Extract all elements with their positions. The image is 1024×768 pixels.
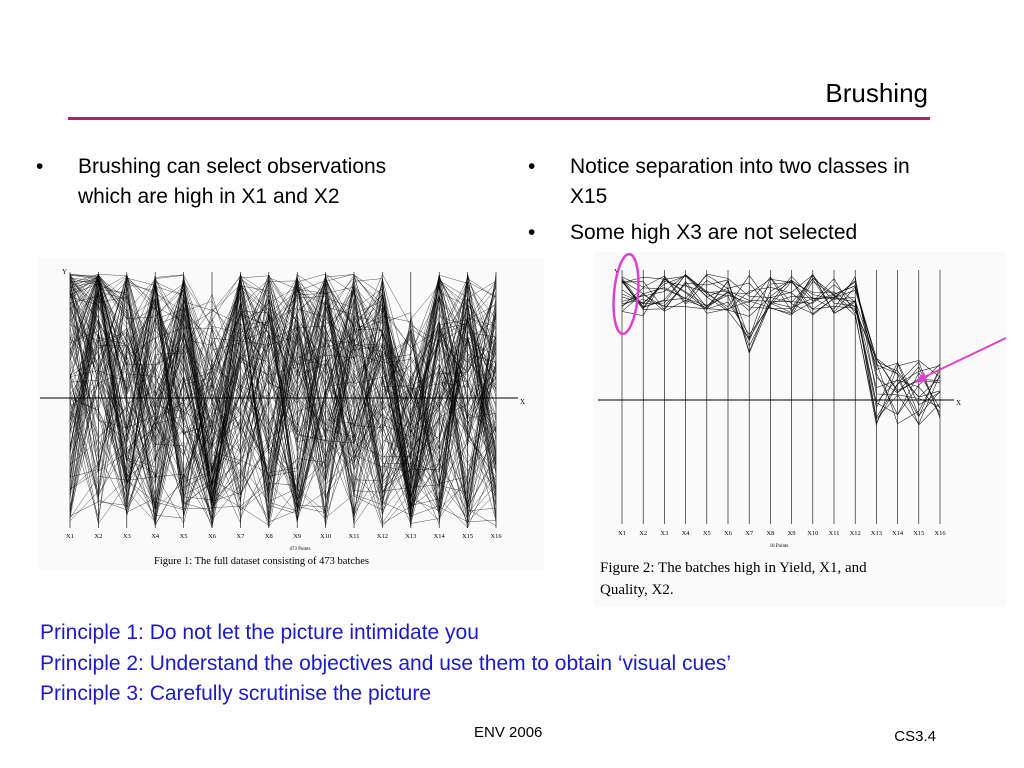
right-bullet: Some high X3 are not selected (528, 218, 948, 248)
axis-label: X14 (434, 533, 446, 540)
axis-label: X8 (766, 530, 774, 537)
axis-label: X11 (349, 533, 360, 540)
axis-label: X7 (745, 530, 754, 537)
left-bullet-list: Brushing can select observations which a… (36, 152, 436, 218)
right-bullet: Notice separation into two classes in X1… (528, 152, 948, 212)
axis-label: X1 (66, 533, 74, 540)
axis-label: X1 (618, 530, 626, 537)
axis-label: X16 (934, 530, 946, 537)
axis-label: X10 (807, 530, 818, 537)
footer-text: ENV 2006 (474, 724, 543, 741)
axis-label: X11 (829, 530, 840, 537)
highlight-ellipse (612, 252, 640, 336)
figure-1-y-label: Y (62, 268, 67, 276)
figure-2-caption-line-1: Figure 2: The batches high in Yield, X1,… (600, 560, 867, 576)
axis-label: X5 (180, 533, 188, 540)
axis-label: X7 (236, 533, 245, 540)
figure-2-axis-labels: X1 X2 X3 X4 X5 X6 X7 X8 X9 X10 X11 X12 X13 X14 X15 X16 (618, 530, 946, 537)
axis-label: X13 (405, 533, 416, 540)
axis-label: X15 (462, 533, 473, 540)
figure-2-caption-line-2: Quality, X2. (600, 582, 674, 598)
axis-label: X6 (724, 530, 733, 537)
axis-label: X8 (265, 533, 273, 540)
principle-1: Principle 1: Do not let the picture inti… (40, 621, 479, 644)
axis-label: X14 (892, 530, 904, 537)
title-rule (68, 117, 930, 120)
axis-label: X3 (123, 533, 131, 540)
figure-1-axis-labels: X1 X2 X3 X4 X5 X6 X7 X8 X9 X10 X11 X12 X13 X14 X15 X16 (66, 533, 502, 540)
axis-label: X3 (660, 530, 668, 537)
axis-label: X9 (293, 533, 301, 540)
figure-2-x-label: X (956, 399, 961, 407)
figure-1-caption: Figure 1: The full dataset consisting of… (154, 556, 369, 567)
axis-label: X6 (208, 533, 217, 540)
left-bullet: Brushing can select observations which a… (36, 152, 436, 212)
figure-1-lines (69, 272, 497, 529)
axis-label: X12 (850, 530, 861, 537)
figure-2-parallel-coordinates: X Y X1 X2 X3 X4 X5 X6 X7 X8 X9 X10 X11 X12 X13 X14 X15… (594, 252, 1006, 607)
slide-number: CS3.4 (894, 728, 936, 745)
principle-3: Principle 3: Carefully scrutinise the pi… (40, 682, 432, 705)
figure-1-points-label: 473 Points (289, 547, 310, 552)
figure-2-points-label: 18 Points (770, 544, 789, 549)
axis-label: X9 (788, 530, 796, 537)
axis-label: X12 (377, 533, 388, 540)
axis-label: X2 (639, 530, 647, 537)
figure-1-parallel-coordinates: X Y X1 X2 X3 X4 X5 X6 X7 X8 X9 X10 X11 X12 X13 X14 X15… (38, 258, 544, 570)
axis-label: X15 (913, 530, 924, 537)
principle-2: Principle 2: Understand the objectives a… (40, 651, 732, 675)
axis-label: X10 (320, 533, 331, 540)
axis-label: X2 (94, 533, 102, 540)
axis-label: X16 (490, 533, 502, 540)
axis-label: X4 (682, 530, 691, 537)
right-bullet-list: Notice separation into two classes in X1… (528, 152, 948, 254)
slide-title: Brushing (825, 78, 928, 108)
axis-label: X13 (871, 530, 882, 537)
axis-label: X5 (703, 530, 711, 537)
figure-1-x-label: X (520, 398, 525, 406)
axis-label: X4 (151, 533, 160, 540)
principles-block: Principle 1: Do not let the picture inti… (40, 618, 731, 710)
figure-2-lines (621, 270, 941, 524)
